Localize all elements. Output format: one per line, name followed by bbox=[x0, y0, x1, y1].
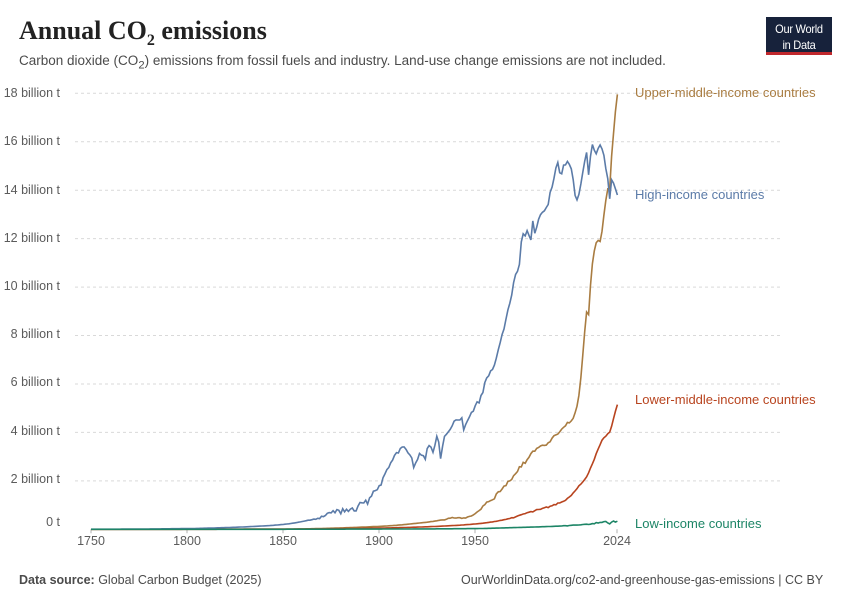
svg-text:Upper-middle-income countries: Upper-middle-income countries bbox=[635, 85, 816, 100]
svg-text:Lower-middle-income countries: Lower-middle-income countries bbox=[635, 392, 816, 407]
svg-text:High-income countries: High-income countries bbox=[635, 187, 765, 202]
svg-text:Low-income countries: Low-income countries bbox=[635, 516, 762, 531]
